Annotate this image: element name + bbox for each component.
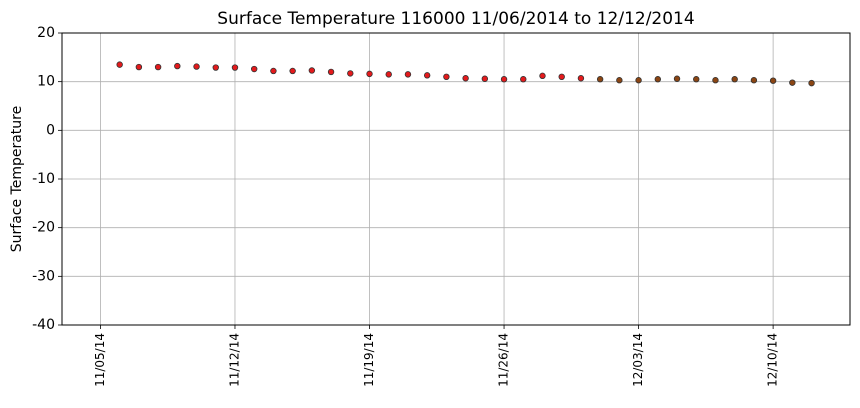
point [116, 61, 123, 68]
point [385, 71, 392, 78]
point [270, 67, 277, 75]
point [731, 76, 738, 83]
point [443, 73, 450, 80]
point [231, 64, 239, 71]
x-tick-label: 11/19/14 [362, 333, 376, 387]
point [577, 75, 585, 82]
point [520, 76, 527, 83]
point [250, 65, 258, 73]
y-tick-label: -10 [32, 171, 55, 187]
point [423, 72, 431, 79]
x-tick-label: 11/05/14 [93, 333, 107, 387]
point [616, 77, 623, 84]
plot-frame [61, 32, 851, 326]
point [193, 63, 200, 70]
y-tick-label: 20 [37, 25, 55, 41]
point [308, 67, 316, 74]
point [808, 79, 815, 87]
point [769, 77, 777, 84]
x-tick-label: 11/26/14 [497, 333, 511, 387]
point [212, 64, 219, 71]
x-tick-label: 11/12/14 [227, 333, 241, 387]
point [635, 77, 642, 84]
point [750, 77, 758, 84]
point [654, 76, 662, 83]
point [539, 72, 546, 80]
y-axis-label: Surface Temperature [9, 106, 25, 252]
point [693, 76, 700, 83]
point [789, 79, 796, 86]
point [462, 75, 469, 82]
point [154, 63, 162, 71]
x-tick-label: 12/03/14 [631, 333, 645, 387]
point [596, 76, 604, 83]
point [135, 63, 143, 71]
y-tick-label: 10 [37, 74, 55, 90]
point [347, 70, 354, 77]
y-tick-label: -20 [32, 220, 55, 236]
point [327, 68, 335, 76]
y-tick-label: -40 [32, 317, 55, 333]
y-tick-label: 0 [46, 122, 55, 138]
point [174, 62, 181, 70]
y-tick-label: -30 [32, 268, 55, 284]
point [558, 73, 565, 80]
point [712, 77, 719, 84]
point [289, 67, 296, 75]
chart-title: Surface Temperature 116000 11/06/2014 to… [217, 9, 694, 29]
point [673, 75, 681, 82]
point [366, 70, 373, 78]
point [404, 71, 412, 78]
x-tick-label: 12/10/14 [766, 333, 780, 387]
point [481, 75, 489, 82]
point [500, 76, 508, 83]
